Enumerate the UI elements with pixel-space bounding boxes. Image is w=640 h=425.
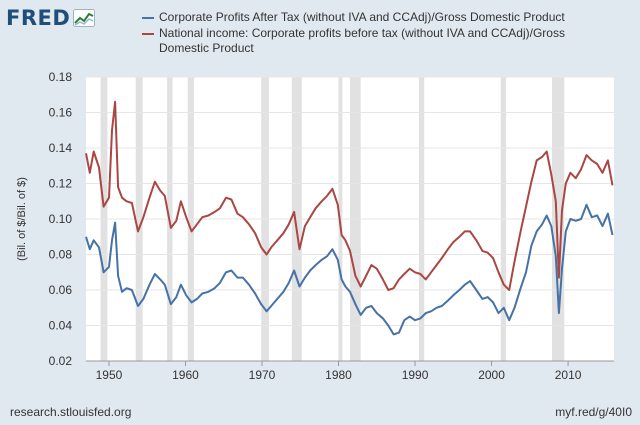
x-tick-label: 1980 xyxy=(325,368,352,382)
x-tick-label: 2010 xyxy=(555,368,582,382)
fred-logo-text: FRED xyxy=(6,6,71,30)
series-line-profits-before-tax xyxy=(85,100,614,291)
y-tick-label: 0.12 xyxy=(49,177,73,191)
x-axis: 1950 1960 1970 1980 1990 2000 2010 xyxy=(86,360,614,382)
y-tick-label: 0.16 xyxy=(49,106,73,120)
legend-item-profits-after-tax: Corporate Profits After Tax (without IVA… xyxy=(142,10,612,25)
source-link[interactable]: research.stlouisfed.org xyxy=(10,405,132,419)
y-tick-label: 0.04 xyxy=(49,319,73,333)
legend-item-profits-before-tax: National income: Corporate profits befor… xyxy=(142,26,612,56)
y-tick-label: 0.18 xyxy=(49,70,73,84)
x-tick-label: 1990 xyxy=(402,368,429,382)
x-tick-label: 2000 xyxy=(478,368,505,382)
series-lines xyxy=(85,100,614,336)
series-line-profits-after-tax xyxy=(85,203,614,336)
legend-label-profits-before-tax: National income: Corporate profits befor… xyxy=(159,26,565,55)
chart-legend: Corporate Profits After Tax (without IVA… xyxy=(142,10,612,57)
y-axis-label: (Bil. of $/Bil. of $) xyxy=(16,177,28,261)
x-tick-label: 1970 xyxy=(249,368,276,382)
y-tick-label: 0.08 xyxy=(49,248,73,262)
x-tick-label: 1950 xyxy=(96,368,123,382)
legend-swatch-red xyxy=(142,33,154,35)
y-tick-label: 0.02 xyxy=(49,354,73,368)
y-axis: 0.02 0.04 0.06 0.08 0.10 0.12 0.14 0.16 0.18 xyxy=(49,70,73,368)
y-tick-label: 0.06 xyxy=(49,283,73,297)
legend-label-profits-after-tax: Corporate Profits After Tax (without IVA… xyxy=(159,10,565,24)
legend-swatch-blue xyxy=(142,17,154,19)
y-tick-label: 0.14 xyxy=(49,141,73,155)
short-link[interactable]: myf.red/g/40I0 xyxy=(555,405,632,419)
x-tick-label: 1960 xyxy=(172,368,199,382)
fred-logo[interactable]: FRED xyxy=(6,6,96,30)
y-tick-label: 0.10 xyxy=(49,212,73,226)
fred-chart-icon xyxy=(73,9,96,27)
